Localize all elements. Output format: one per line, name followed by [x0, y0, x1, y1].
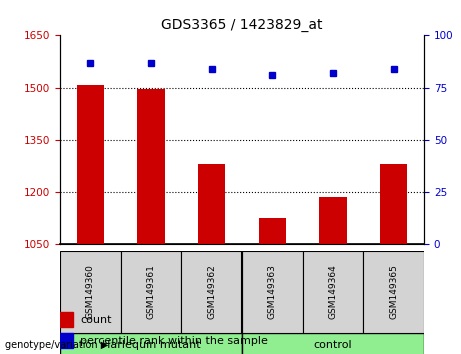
Bar	[121, 251, 181, 333]
Bar	[60, 333, 242, 354]
Text: GSM149365: GSM149365	[389, 264, 398, 320]
Text: Harlequin mutant: Harlequin mutant	[102, 340, 200, 350]
Title: GDS3365 / 1423829_at: GDS3365 / 1423829_at	[161, 18, 323, 32]
Bar	[303, 251, 363, 333]
Bar	[242, 251, 303, 333]
Bar	[319, 197, 347, 244]
Bar	[60, 333, 73, 348]
Bar	[380, 164, 408, 244]
Bar	[77, 85, 104, 244]
Bar	[198, 164, 225, 244]
Bar	[60, 251, 121, 333]
Text: GSM149362: GSM149362	[207, 265, 216, 319]
Text: control: control	[314, 340, 352, 350]
Bar	[60, 312, 73, 327]
Bar	[137, 89, 165, 244]
Text: percentile rank within the sample: percentile rank within the sample	[80, 336, 268, 346]
Text: GSM149360: GSM149360	[86, 264, 95, 320]
Bar	[259, 218, 286, 244]
Bar	[363, 251, 424, 333]
Text: genotype/variation ▶: genotype/variation ▶	[5, 340, 108, 350]
Text: GSM149364: GSM149364	[329, 265, 337, 319]
Text: count: count	[80, 315, 112, 325]
Bar	[242, 333, 424, 354]
Bar	[181, 251, 242, 333]
Text: GSM149363: GSM149363	[268, 264, 277, 320]
Text: GSM149361: GSM149361	[147, 264, 155, 320]
